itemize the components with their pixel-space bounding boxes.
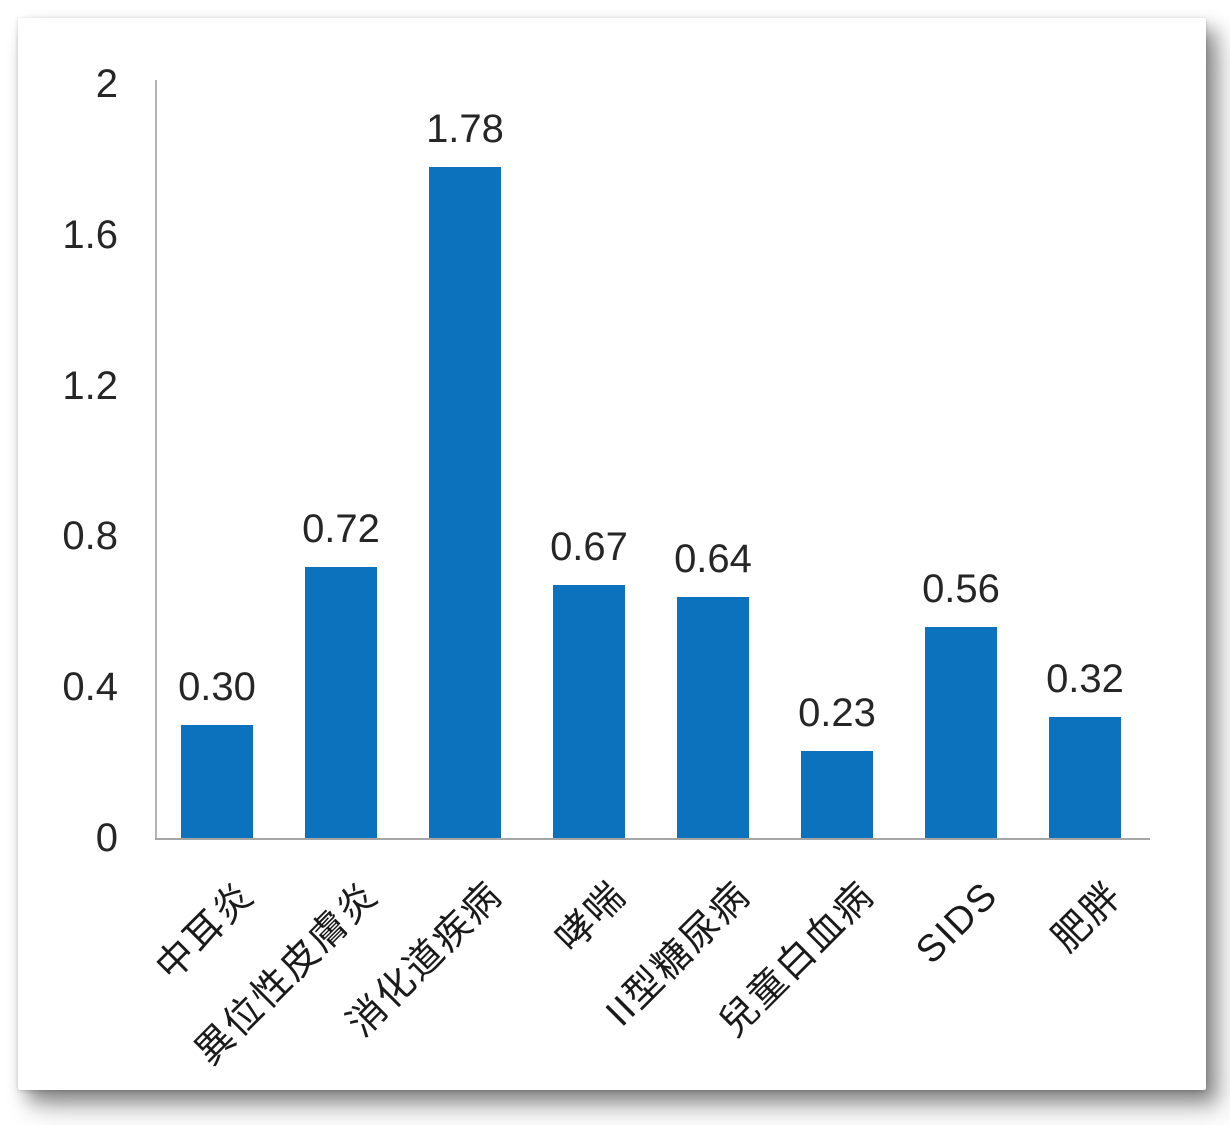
bar (677, 597, 749, 838)
bar-data-label: 0.30 (178, 665, 256, 709)
bar (181, 725, 253, 838)
y-axis-line (155, 80, 157, 838)
y-axis-tick-label: 1.2 (62, 363, 118, 408)
bar-data-label: 0.64 (674, 537, 752, 581)
bar (801, 751, 873, 838)
bar-data-label: 0.32 (1046, 657, 1124, 701)
bar (553, 585, 625, 838)
chart-card: 0 0.4 0.8 1.2 1.6 2 0.30 0.72 1.78 0.67 0.64 0.23 0… (18, 18, 1206, 1090)
bar-data-label: 0.67 (550, 525, 628, 569)
y-axis-tick-label: 0 (95, 816, 118, 860)
x-axis-category-label: 肥胖 (1044, 874, 1131, 961)
y-axis-tick-label: 1.6 (62, 212, 118, 257)
y-axis-tick-label: 0.8 (62, 514, 118, 559)
x-axis-line (155, 838, 1150, 840)
x-axis-category-label: 哮喘 (548, 874, 635, 961)
y-axis-tick-label: 0.4 (62, 665, 118, 710)
x-axis-category-label: 中耳炎 (148, 874, 263, 989)
bar (305, 567, 377, 838)
bar (1049, 717, 1121, 838)
y-axis-tick-label: 2 (95, 62, 118, 106)
bar-data-label: 0.56 (922, 567, 1000, 611)
bar (429, 167, 501, 838)
bar-data-label: 0.23 (798, 691, 876, 735)
bar-chart: 0 0.4 0.8 1.2 1.6 2 0.30 0.72 1.78 0.67 0.64 0.23 0… (18, 18, 1206, 1090)
x-axis-category-label: SIDS (908, 874, 1007, 973)
bar-data-label: 0.72 (302, 507, 380, 551)
bar-data-label: 1.78 (426, 107, 504, 151)
bar (925, 627, 997, 838)
